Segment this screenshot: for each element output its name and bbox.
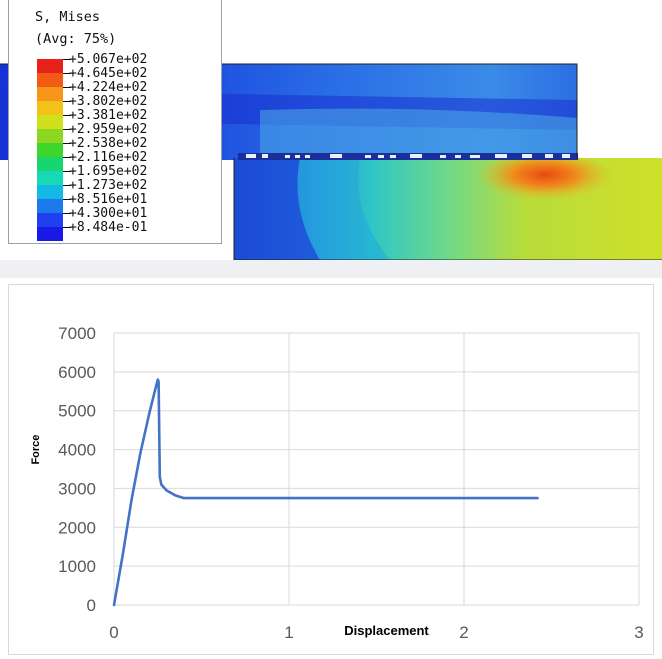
legend-value: +4.300e+01 xyxy=(69,206,148,221)
x-tick-label: 0 xyxy=(109,623,118,642)
legend-swatch xyxy=(37,185,63,199)
legend-tick xyxy=(63,199,71,200)
y-tick-label: 0 xyxy=(87,596,96,615)
legend-value: +3.381e+02 xyxy=(69,108,148,123)
x-tick-label: 3 xyxy=(634,623,643,642)
y-axis-title: Force xyxy=(30,435,42,465)
legend-tick xyxy=(63,157,71,158)
lower-plate-cyan-zone xyxy=(297,158,390,260)
legend-value: +4.224e+02 xyxy=(69,80,148,95)
y-tick-label: 6000 xyxy=(58,363,96,382)
hot-spot xyxy=(475,154,615,206)
legend-swatch xyxy=(37,227,63,241)
legend-value: +2.116e+02 xyxy=(69,150,148,165)
y-tick-label: 4000 xyxy=(58,441,96,460)
x-tick-label: 2 xyxy=(459,623,468,642)
legend-value: +5.067e+02 xyxy=(69,52,148,67)
legend-value: +8.516e+01 xyxy=(69,192,148,207)
legend-value: +2.959e+02 xyxy=(69,122,148,137)
legend-swatch xyxy=(37,213,63,227)
legend-swatch xyxy=(37,59,63,73)
legend-tick xyxy=(63,87,71,88)
legend-value: +4.645e+02 xyxy=(69,66,148,81)
legend-average-note: (Avg: 75%) xyxy=(35,31,117,47)
legend-value: +2.538e+02 xyxy=(69,136,148,151)
legend-swatch xyxy=(37,101,63,115)
y-tick-label: 2000 xyxy=(58,518,96,537)
bottom-strip xyxy=(0,260,662,278)
legend-tick xyxy=(63,101,71,102)
legend-swatch xyxy=(37,171,63,185)
legend-title: S, Mises xyxy=(35,9,101,25)
upper-plate-light-zone xyxy=(260,108,577,160)
chart-svg: 0 1000 2000 3000 4000 5000 6000 7000 0 1 2 3 Displac… xyxy=(30,324,644,642)
legend-swatch xyxy=(37,157,63,171)
legend-tick xyxy=(63,59,71,60)
legend-tick xyxy=(63,115,71,116)
legend-tick xyxy=(63,171,71,172)
legend-tick xyxy=(63,213,71,214)
contour-plot xyxy=(0,63,662,278)
legend-tick xyxy=(63,129,71,130)
legend-swatch xyxy=(37,87,63,101)
weld-line xyxy=(238,153,578,160)
series-line xyxy=(112,378,539,607)
legend-tick xyxy=(63,227,71,228)
legend-swatch xyxy=(37,129,63,143)
force-displacement-chart: 0 1000 2000 3000 4000 5000 6000 7000 0 1 2 3 Displac… xyxy=(8,284,654,655)
legend-tick xyxy=(63,73,71,74)
legend-value: +8.484e-01 xyxy=(69,220,148,235)
legend-swatch xyxy=(37,143,63,157)
legend-swatch xyxy=(37,115,63,129)
y-tick-label: 5000 xyxy=(58,402,96,421)
y-tick-label: 1000 xyxy=(58,557,96,576)
legend-tick xyxy=(63,185,71,186)
x-tick-label: 1 xyxy=(284,623,293,642)
legend-value: +1.695e+02 xyxy=(69,164,148,179)
x-axis-title: Displacement xyxy=(344,623,429,638)
legend-value: +3.802e+02 xyxy=(69,94,148,109)
y-tick-label: 3000 xyxy=(58,479,96,498)
legend-swatch xyxy=(37,199,63,213)
lower-plate-blue-zone xyxy=(234,158,320,260)
legend-tick xyxy=(63,143,71,144)
fea-stress-contour: S, Mises (Avg: 75%) +5.067e+02 +4.645e+02… xyxy=(0,0,662,278)
legend-values: +5.067e+02 +4.645e+02 +4.224e+02 +3.802e+02… xyxy=(69,53,147,235)
stress-legend: S, Mises (Avg: 75%) +5.067e+02 +4.645e+02… xyxy=(8,0,222,244)
legend-color-bar xyxy=(37,59,63,241)
legend-swatch xyxy=(37,73,63,87)
weld-nuggets xyxy=(246,154,570,158)
legend-value: +1.273e+02 xyxy=(69,178,148,193)
y-tick-label: 7000 xyxy=(58,324,96,343)
